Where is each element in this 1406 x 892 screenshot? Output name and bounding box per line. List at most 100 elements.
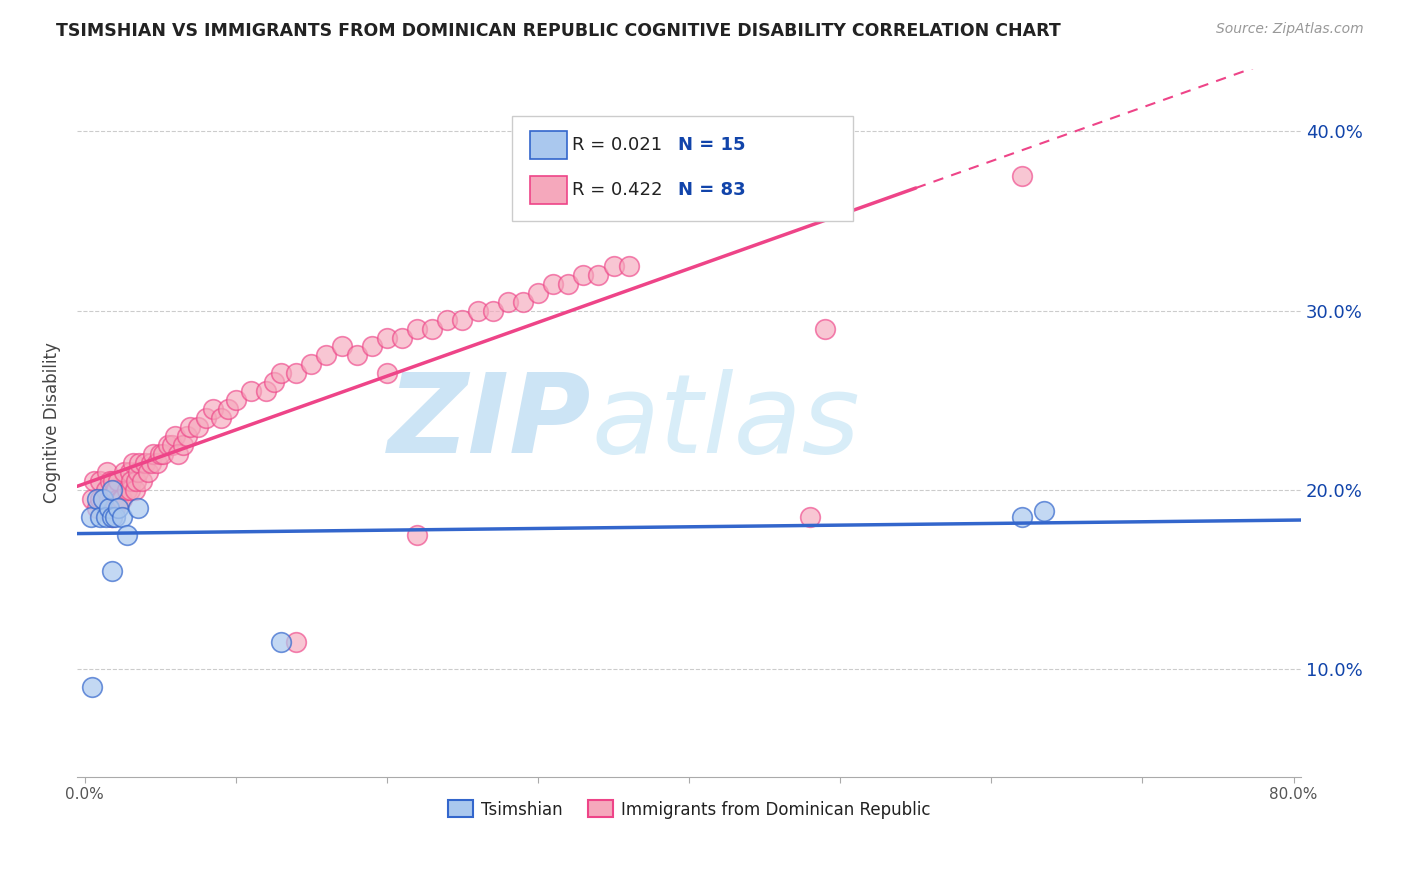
- Point: [285, 635, 308, 649]
- Point: [315, 348, 337, 362]
- Point: [121, 474, 143, 488]
- Point: [467, 303, 489, 318]
- Point: [97, 500, 120, 515]
- Point: [254, 384, 277, 399]
- Point: [115, 483, 138, 497]
- Point: [346, 348, 368, 362]
- Point: [375, 367, 398, 381]
- Point: [541, 196, 564, 211]
- Point: [391, 330, 413, 344]
- Point: [94, 509, 117, 524]
- Point: [107, 491, 129, 506]
- Point: [436, 312, 458, 326]
- Point: [285, 367, 308, 381]
- Point: [299, 358, 322, 372]
- Point: [270, 367, 292, 381]
- Point: [527, 285, 550, 300]
- Point: [187, 420, 209, 434]
- Point: [136, 465, 159, 479]
- Point: [139, 456, 162, 470]
- Point: [1033, 504, 1056, 518]
- Point: [375, 330, 398, 344]
- Point: [176, 429, 198, 443]
- Point: [1011, 169, 1033, 183]
- Point: [225, 393, 247, 408]
- Point: [167, 447, 190, 461]
- Text: Source: ZipAtlas.com: Source: ZipAtlas.com: [1216, 22, 1364, 37]
- Point: [131, 474, 153, 488]
- Point: [451, 312, 474, 326]
- Point: [557, 277, 579, 291]
- Point: [104, 509, 127, 524]
- Point: [162, 438, 184, 452]
- Point: [146, 456, 169, 470]
- Point: [142, 447, 165, 461]
- Point: [118, 465, 141, 479]
- Point: [156, 438, 179, 452]
- Text: TSIMSHIAN VS IMMIGRANTS FROM DOMINICAN REPUBLIC COGNITIVE DISABILITY CORRELATION: TSIMSHIAN VS IMMIGRANTS FROM DOMINICAN R…: [56, 22, 1062, 40]
- Point: [239, 384, 262, 399]
- Point: [101, 564, 124, 578]
- Point: [814, 321, 837, 335]
- Point: [112, 465, 135, 479]
- Point: [97, 491, 120, 506]
- Point: [420, 321, 443, 335]
- Point: [202, 402, 225, 417]
- Point: [107, 500, 129, 515]
- Text: N = 83: N = 83: [678, 181, 745, 199]
- Point: [209, 411, 232, 425]
- Point: [406, 321, 429, 335]
- Point: [481, 303, 503, 318]
- Point: [127, 500, 149, 515]
- Point: [617, 259, 640, 273]
- Point: [127, 465, 149, 479]
- Text: atlas: atlas: [591, 369, 860, 476]
- Point: [96, 465, 118, 479]
- Point: [101, 509, 124, 524]
- Point: [91, 491, 114, 506]
- Point: [103, 474, 125, 488]
- Point: [496, 294, 519, 309]
- Point: [588, 268, 610, 282]
- Point: [128, 456, 150, 470]
- Point: [83, 474, 105, 488]
- Point: [152, 447, 174, 461]
- Point: [134, 456, 156, 470]
- Point: [98, 474, 121, 488]
- Point: [1011, 509, 1033, 524]
- Legend: Tsimshian, Immigrants from Dominican Republic: Tsimshian, Immigrants from Dominican Rep…: [441, 794, 938, 825]
- Point: [512, 294, 534, 309]
- Point: [330, 339, 353, 353]
- Point: [105, 483, 128, 497]
- Point: [406, 528, 429, 542]
- Point: [572, 268, 595, 282]
- Point: [124, 483, 146, 497]
- Text: R = 0.422: R = 0.422: [572, 181, 675, 199]
- Point: [118, 483, 141, 497]
- Point: [110, 491, 132, 506]
- Text: N = 15: N = 15: [678, 136, 745, 153]
- Point: [360, 339, 382, 353]
- Point: [149, 447, 172, 461]
- Point: [89, 491, 111, 506]
- Point: [270, 635, 292, 649]
- Point: [104, 500, 127, 515]
- Point: [527, 187, 550, 202]
- Point: [89, 509, 111, 524]
- Point: [94, 483, 117, 497]
- Point: [82, 680, 104, 694]
- Point: [107, 474, 129, 488]
- Point: [111, 491, 134, 506]
- Point: [179, 420, 201, 434]
- Point: [799, 509, 821, 524]
- Text: R = 0.021: R = 0.021: [572, 136, 673, 153]
- Point: [111, 509, 134, 524]
- Point: [541, 277, 564, 291]
- Point: [86, 500, 108, 515]
- Point: [172, 438, 194, 452]
- Point: [125, 474, 148, 488]
- Point: [194, 411, 217, 425]
- Point: [101, 483, 124, 497]
- Point: [263, 376, 285, 390]
- Point: [101, 491, 124, 506]
